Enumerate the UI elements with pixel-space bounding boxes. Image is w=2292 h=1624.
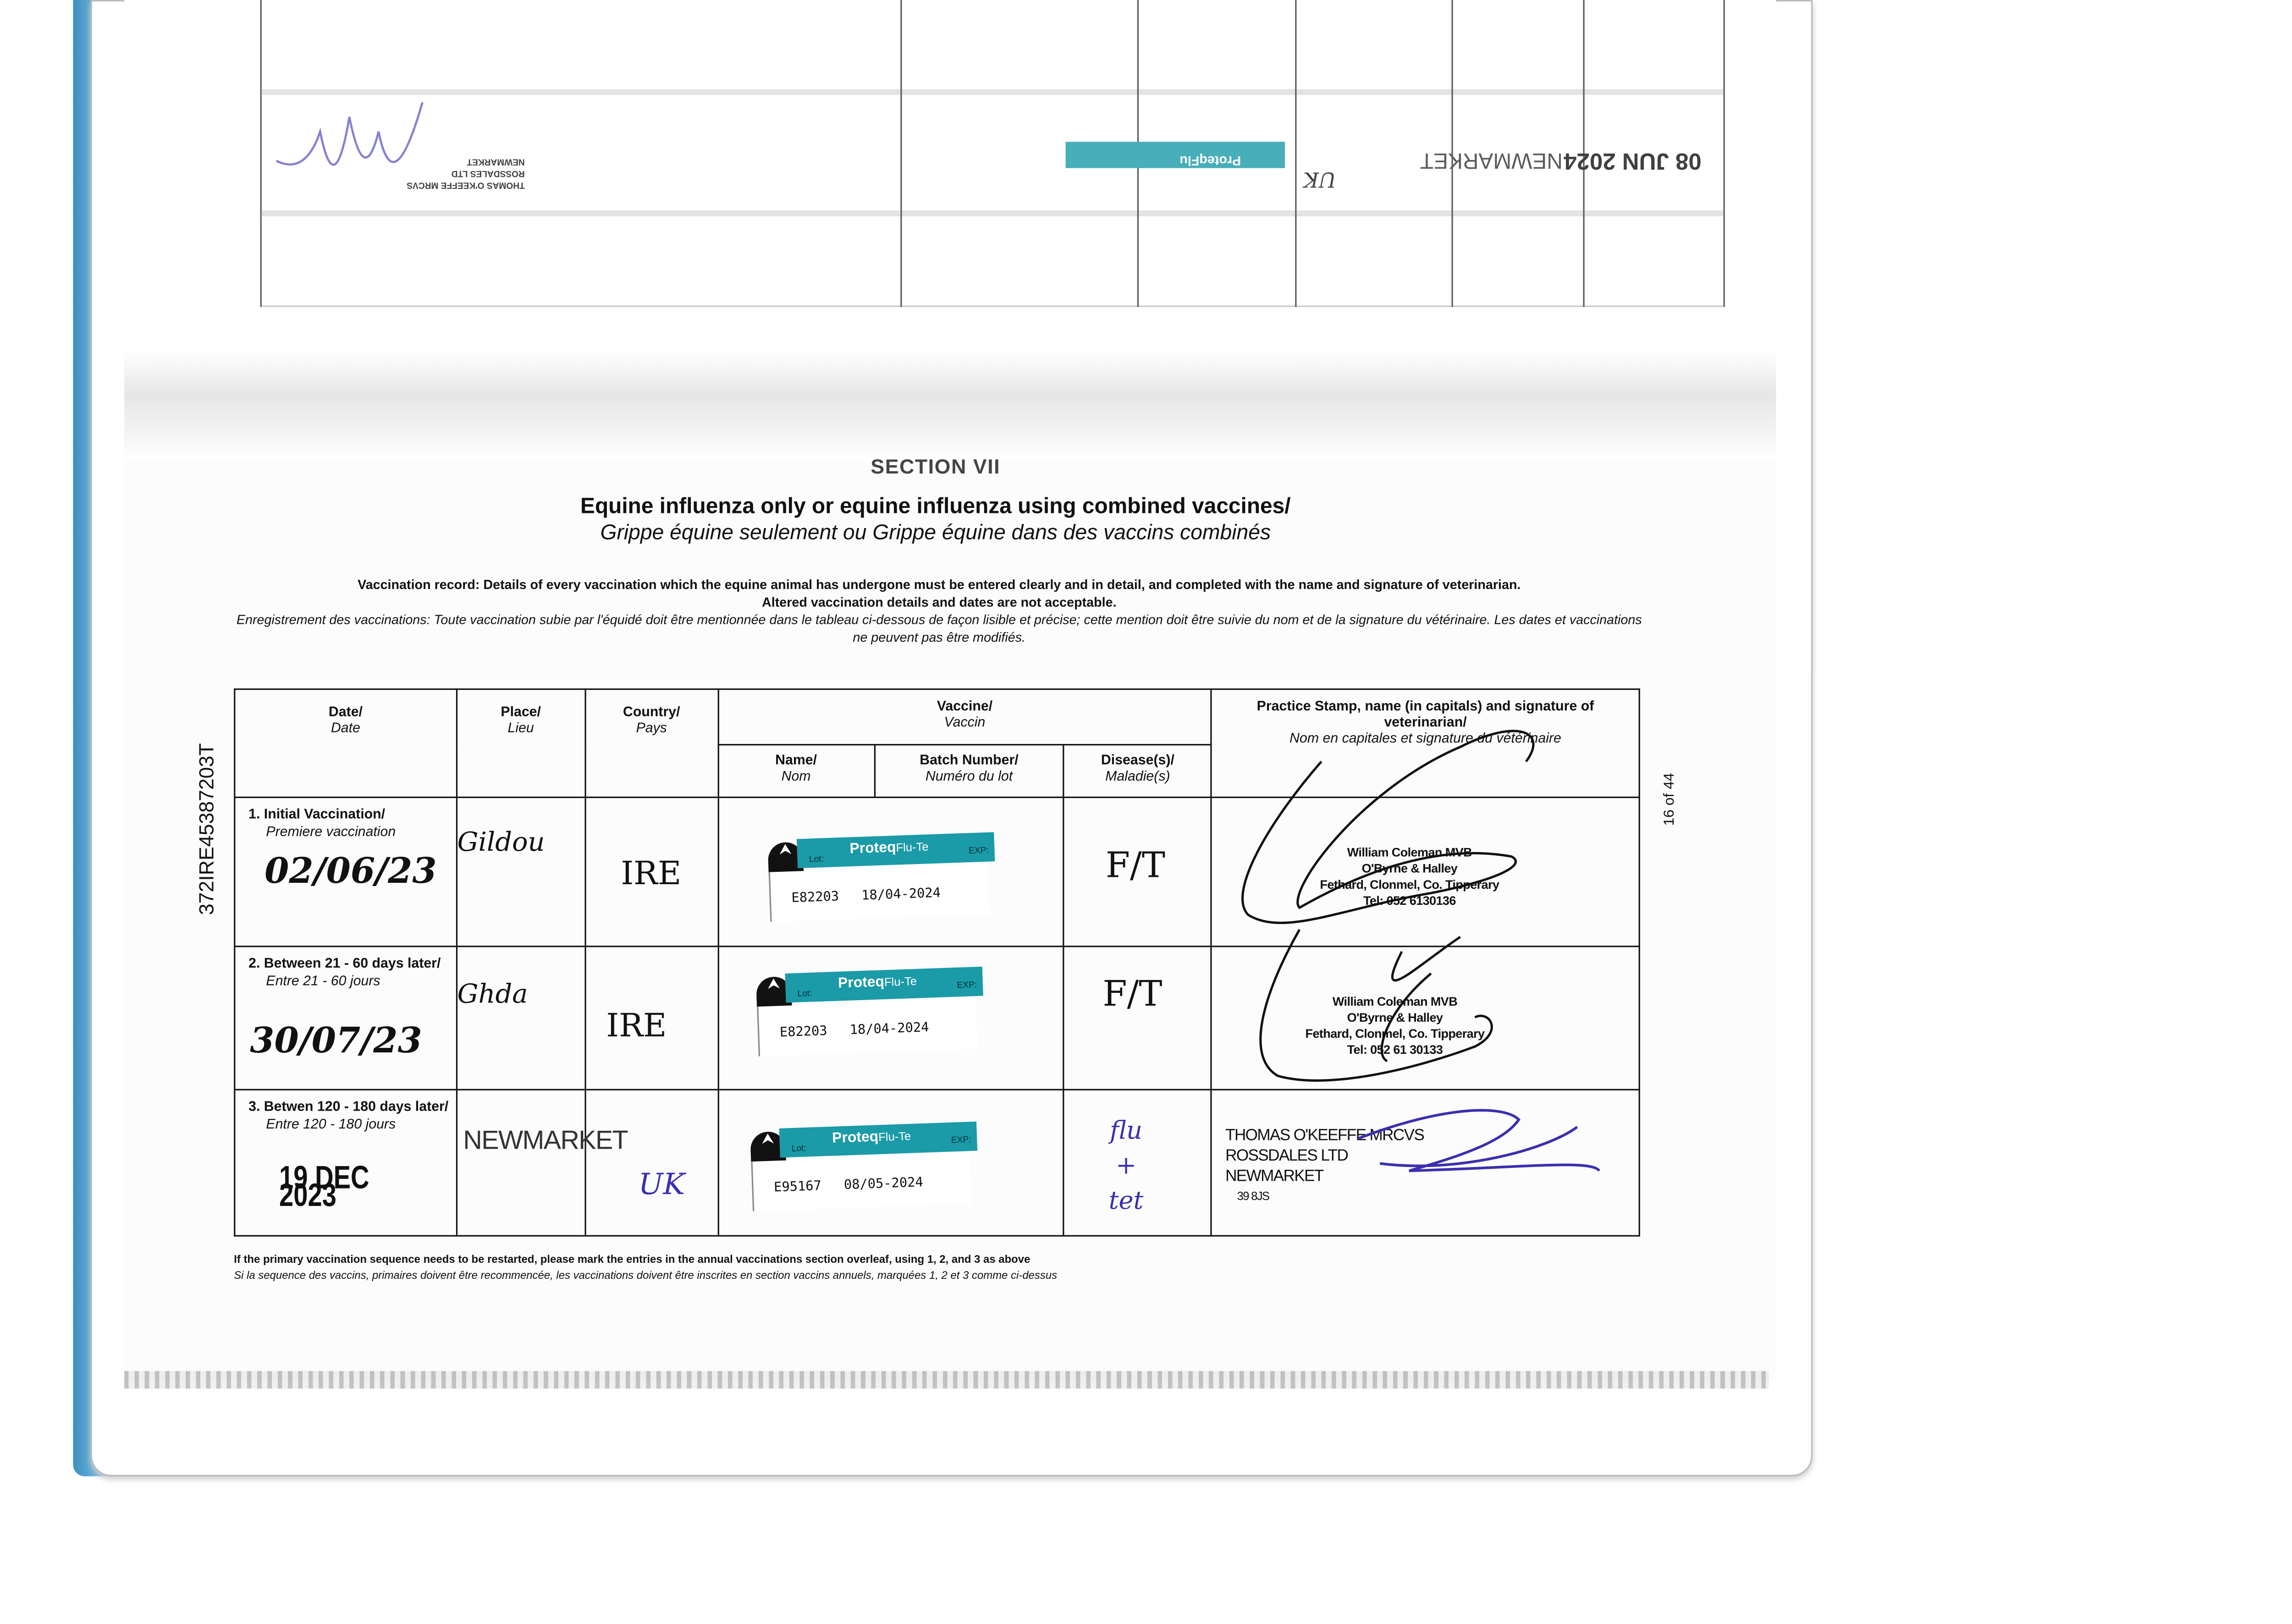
batch-number: E82203 bbox=[779, 1024, 827, 1041]
place-cell: NEWMARKET bbox=[456, 1089, 628, 1237]
facing-signature bbox=[275, 102, 424, 166]
signature-row-3 bbox=[1357, 1109, 1600, 1173]
vaccine-sticker: ⮝ ProteqFlu-Te Lot: EXP: E95167 08/05-20… bbox=[749, 1121, 979, 1214]
table-row: 1. Initial Vaccination/Premiere vaccinat… bbox=[234, 796, 1640, 947]
lot-label: Lot: bbox=[808, 855, 824, 865]
vaccine-sticker: ⮝ ProteqFlu-Te Lot: EXP: E82203 18/04-20… bbox=[755, 966, 985, 1059]
lot-label: Lot: bbox=[797, 990, 812, 1000]
exp-label: EXP: bbox=[950, 1136, 971, 1146]
disease-cell: F/T bbox=[1063, 946, 1212, 1090]
date-value: 02/06/23 bbox=[264, 849, 437, 892]
vet-stamp: THOMAS O'KEEFFE MRCVS ROSSDALES LTD NEWMAR… bbox=[1225, 1127, 1425, 1203]
vaccine-brand: ProteqFlu-Te bbox=[778, 1121, 977, 1158]
disease-value: flu + tet bbox=[1108, 1117, 1144, 1217]
header-vaccine: Vaccine/Vaccin bbox=[717, 688, 1212, 746]
signature-row-1 bbox=[1241, 730, 1535, 924]
facing-vaccine-label: ProteqFlu bbox=[1065, 142, 1285, 168]
facing-place-stamp: NEWMARKET bbox=[1420, 148, 1563, 173]
instructions-en-2: Altered vaccination details and dates ar… bbox=[762, 595, 1117, 610]
batch-number: E82203 bbox=[790, 890, 839, 907]
vaccine-brand: ProteqFlu-Te bbox=[796, 832, 995, 869]
sticker-body: E95167 08/05-2024 bbox=[750, 1154, 972, 1211]
header-batch: Batch Number/Numéro du lot bbox=[873, 744, 1065, 798]
facing-country: UK bbox=[1303, 166, 1336, 190]
header-place: Place/Lieu bbox=[456, 688, 586, 798]
header-name: Name/Nom bbox=[717, 744, 875, 798]
page-title: Equine influenza only or equine influenz… bbox=[580, 494, 1291, 519]
date-stamp: 19 DEC 2023 bbox=[279, 1159, 369, 1213]
header-disease: Disease(s)/Maladie(s) bbox=[1063, 744, 1212, 798]
date-value: 30/07/23 bbox=[250, 1018, 422, 1062]
vaccine-sticker: ⮝ ProteqFlu-Te Lot: EXP: E82203 18/04-20… bbox=[767, 832, 996, 925]
page-subtitle: Grippe équine seulement ou Grippe équine… bbox=[600, 522, 1271, 545]
place-cell: Gildou bbox=[456, 796, 586, 947]
vaccine-cell: ⮝ ProteqFlu-Te Lot: EXP: E95167 08/05-20… bbox=[717, 1089, 1065, 1237]
instructions-fr: Enregistrement des vaccinations: Toute v… bbox=[236, 612, 1642, 645]
stamp-cell: THOMAS O'KEEFFE MRCVS ROSSDALES LTD NEWMAR… bbox=[1211, 1089, 1640, 1237]
disease-cell: F/T bbox=[1063, 796, 1212, 947]
place-value: Gildou bbox=[457, 827, 545, 858]
page-edge bbox=[124, 1371, 1769, 1389]
disease-cell: flu + tet bbox=[1063, 1089, 1212, 1237]
disease-value: F/T bbox=[1102, 973, 1163, 1015]
lot-label: Lot: bbox=[791, 1145, 806, 1155]
page-indicator: 16 of 44 bbox=[1662, 773, 1678, 826]
country-value: IRE bbox=[621, 856, 682, 893]
country-cell: IRE bbox=[584, 946, 719, 1090]
country-value: IRE bbox=[606, 1008, 667, 1045]
row-label: 1. Initial Vaccination/Premiere vaccinat… bbox=[234, 796, 457, 947]
expiry-date: 08/05-2024 bbox=[843, 1176, 923, 1194]
vet-stamp: William Coleman MVB O'Byrne & Halley Fetha… bbox=[1320, 845, 1499, 908]
instructions-en: Vaccination record: Details of every vac… bbox=[358, 577, 1521, 592]
exp-label: EXP: bbox=[956, 981, 977, 991]
instructions: Vaccination record: Details of every vac… bbox=[234, 576, 1644, 646]
facing-date-stamp: 08 JUN 2024 bbox=[1564, 148, 1702, 173]
row-label: 2. Between 21 - 60 days later/Entre 21 -… bbox=[234, 946, 457, 1090]
expiry-date: 18/04-2024 bbox=[860, 886, 941, 904]
stamp-cell: William Coleman MVB O'Byrne & Halley Fetha… bbox=[1211, 946, 1640, 1090]
page-fold bbox=[124, 351, 1776, 461]
footnote-fr: Si la sequence des vaccins, primaires do… bbox=[234, 1268, 1058, 1282]
header-date: Date/Date bbox=[234, 688, 457, 798]
vaccine-cell: ⮝ ProteqFlu-Te Lot: EXP: E82203 18/04-20… bbox=[717, 946, 1065, 1090]
disease-value: F/T bbox=[1105, 845, 1165, 886]
facing-table: 08 JUN 2024 NEWMARKET UK ProteqFlu THOMA… bbox=[260, 0, 1725, 307]
header-country: Country/Pays bbox=[584, 688, 719, 798]
signature-row-2 bbox=[1259, 929, 1493, 1082]
facing-page-content: 08 JUN 2024 NEWMARKET UK ProteqFlu THOMA… bbox=[124, 0, 1776, 439]
passport-number: 372IRE45387203T bbox=[194, 743, 218, 915]
batch-number: E95167 bbox=[773, 1179, 821, 1196]
expiry-date: 18/04-2024 bbox=[849, 1021, 929, 1039]
row-label: 3. Betwen 120 - 180 days later/Entre 120… bbox=[234, 1089, 457, 1237]
sticker-body: E82203 18/04-2024 bbox=[756, 999, 977, 1057]
vaccine-brand: ProteqFlu-Te bbox=[784, 966, 983, 1003]
vet-stamp: William Coleman MVB O'Byrne & Halley Fetha… bbox=[1305, 994, 1485, 1057]
footnote: If the primary vaccination sequence need… bbox=[234, 1251, 1549, 1283]
footnote-en: If the primary vaccination sequence need… bbox=[234, 1252, 1030, 1266]
vaccine-cell: ⮝ ProteqFlu-Te Lot: EXP: E82203 18/04-20… bbox=[717, 796, 1065, 947]
country-cell: IRE bbox=[584, 796, 719, 947]
place-value: Ghda bbox=[457, 979, 528, 1010]
header-stamp: Practice Stamp, name (in capitals) and s… bbox=[1211, 688, 1640, 798]
vaccination-table: Date/Date Place/Lieu Country/Pays Vaccin… bbox=[234, 688, 1640, 1237]
country-value: UK bbox=[638, 1166, 685, 1202]
section-heading: SECTION VII bbox=[871, 454, 1001, 478]
sticker-body: E82203 18/04-2024 bbox=[768, 864, 989, 922]
vet-signatures bbox=[1241, 730, 1600, 1173]
country-cell: UK bbox=[584, 1089, 719, 1237]
table-row: 2. Between 21 - 60 days later/Entre 21 -… bbox=[234, 946, 1640, 1090]
exp-label: EXP: bbox=[968, 847, 989, 857]
table-row: 3. Betwen 120 - 180 days later/Entre 120… bbox=[234, 1089, 1640, 1237]
place-cell: Ghda bbox=[456, 946, 586, 1090]
